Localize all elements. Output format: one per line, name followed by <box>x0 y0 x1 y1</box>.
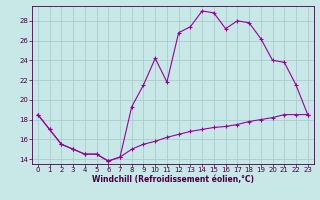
X-axis label: Windchill (Refroidissement éolien,°C): Windchill (Refroidissement éolien,°C) <box>92 175 254 184</box>
